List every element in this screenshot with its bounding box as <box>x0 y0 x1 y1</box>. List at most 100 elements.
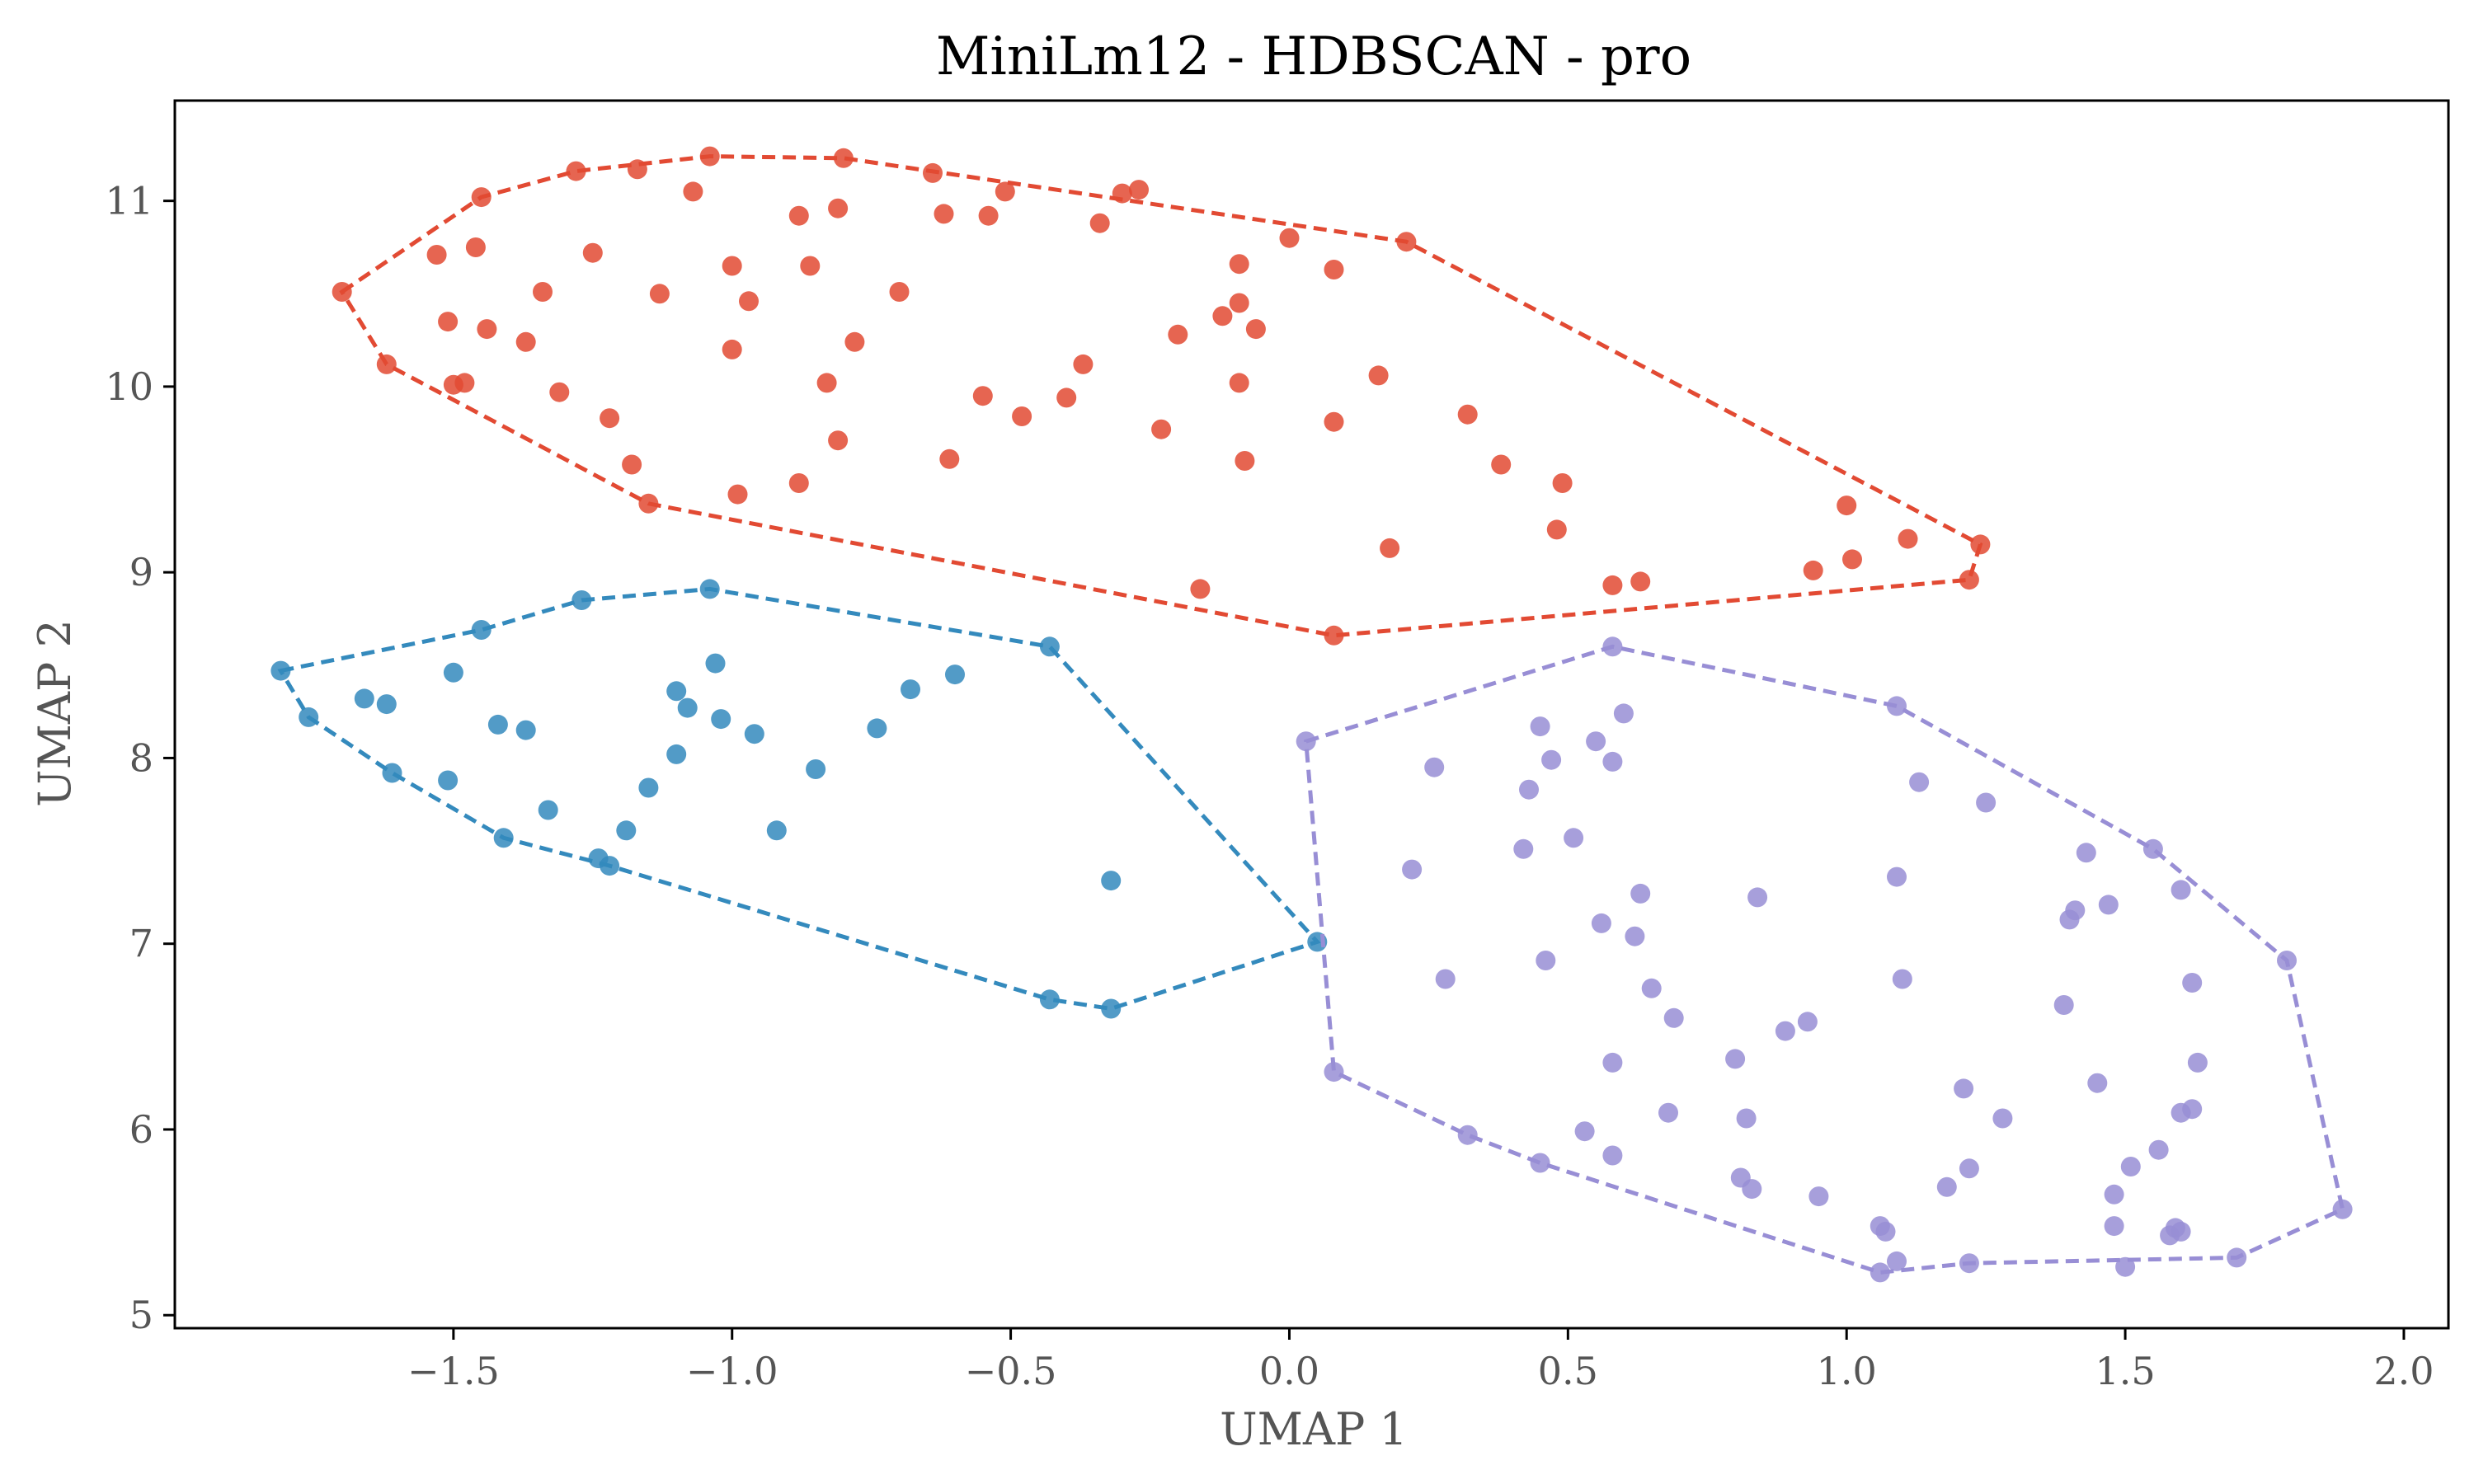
data-point <box>376 694 397 715</box>
data-point <box>1457 1125 1478 1145</box>
cluster-2 <box>270 579 1328 1019</box>
data-point <box>2053 995 2074 1015</box>
data-point <box>2142 838 2163 859</box>
data-point <box>354 688 374 709</box>
data-point <box>2187 1052 2208 1073</box>
data-point <box>1368 365 1389 386</box>
data-point <box>1519 779 1539 800</box>
data-point <box>638 493 659 514</box>
data-point <box>1402 859 1423 880</box>
data-point <box>2065 900 2086 921</box>
data-point <box>382 763 402 783</box>
data-point <box>438 312 459 332</box>
y-tick-label: 11 <box>105 179 153 223</box>
data-point <box>332 282 352 302</box>
data-point <box>1012 406 1032 426</box>
data-point <box>1630 571 1651 592</box>
data-point <box>533 282 553 302</box>
data-point <box>1530 716 1550 737</box>
data-point <box>2115 1256 2136 1277</box>
data-point <box>1747 887 1768 908</box>
data-point <box>844 331 865 352</box>
data-point <box>1530 1153 1550 1173</box>
data-point <box>487 714 508 735</box>
y-tick-label: 6 <box>129 1107 153 1152</box>
y-tick-label: 8 <box>129 735 153 780</box>
data-point <box>616 820 637 841</box>
data-point <box>1959 1253 1979 1274</box>
data-point <box>972 386 993 406</box>
data-point <box>1602 1145 1623 1166</box>
x-axis: −1.5 −1.0 −0.5 0.0 0.5 1.0 1.5 2.0 <box>407 1328 2434 1393</box>
x-tick-label: 0.0 <box>1259 1349 1319 1393</box>
data-point <box>471 620 492 640</box>
data-point <box>1151 419 1172 439</box>
data-point <box>649 284 670 304</box>
data-point <box>1803 560 1823 580</box>
data-point <box>2087 1073 2108 1093</box>
data-point <box>1954 1078 1974 1099</box>
data-point <box>1959 570 1979 590</box>
data-point <box>1324 411 1344 432</box>
data-point <box>2332 1199 2353 1219</box>
data-point <box>376 354 397 374</box>
data-point <box>1491 454 1512 475</box>
y-tick-label: 5 <box>129 1293 153 1337</box>
data-point <box>465 237 486 257</box>
data-point <box>1279 228 1300 248</box>
data-point <box>2098 895 2119 915</box>
x-tick-label: 0.5 <box>1538 1349 1598 1393</box>
data-point <box>454 373 475 393</box>
data-point <box>788 205 809 226</box>
data-point <box>1536 951 1556 970</box>
data-point <box>566 161 586 181</box>
data-point <box>2171 1221 2191 1242</box>
data-point <box>1229 373 1249 393</box>
data-point <box>1887 866 1907 887</box>
cluster-3 <box>1296 636 2353 1283</box>
y-tick-label: 10 <box>105 364 153 409</box>
data-point <box>699 579 720 599</box>
data-point <box>1235 451 1255 471</box>
data-point <box>788 473 809 493</box>
data-point <box>2148 1139 2169 1160</box>
data-point <box>1324 1062 1344 1082</box>
data-point <box>1056 387 1077 408</box>
data-point <box>1976 792 1997 813</box>
data-point <box>1959 1158 1979 1179</box>
data-point <box>828 198 849 218</box>
data-point <box>1887 1251 1907 1271</box>
data-point <box>1229 293 1249 313</box>
data-point <box>889 282 910 302</box>
x-tick-label: 2.0 <box>2373 1349 2434 1393</box>
data-point <box>1457 404 1478 425</box>
data-point <box>1887 696 1907 716</box>
data-point <box>627 159 647 180</box>
data-point <box>2227 1247 2247 1268</box>
data-point <box>1808 1186 1829 1207</box>
x-tick-label: 1.0 <box>1817 1349 1877 1393</box>
data-point <box>1892 969 1912 989</box>
data-point <box>2277 951 2297 970</box>
data-point <box>833 148 854 168</box>
data-point <box>677 697 698 718</box>
data-point <box>711 709 731 730</box>
data-point <box>1435 969 1456 989</box>
data-point <box>2076 843 2096 863</box>
data-point <box>766 820 787 841</box>
data-point <box>1936 1176 1957 1197</box>
data-point <box>1112 183 1132 204</box>
data-point <box>270 660 291 681</box>
data-point <box>722 339 742 359</box>
data-point <box>923 162 943 183</box>
data-point <box>1101 871 1122 891</box>
data-point <box>2182 1099 2203 1120</box>
data-point <box>666 744 687 764</box>
data-point <box>1424 757 1445 777</box>
data-point <box>1909 772 1930 792</box>
data-point <box>722 256 742 276</box>
data-point <box>1168 324 1188 345</box>
data-point <box>939 448 960 469</box>
